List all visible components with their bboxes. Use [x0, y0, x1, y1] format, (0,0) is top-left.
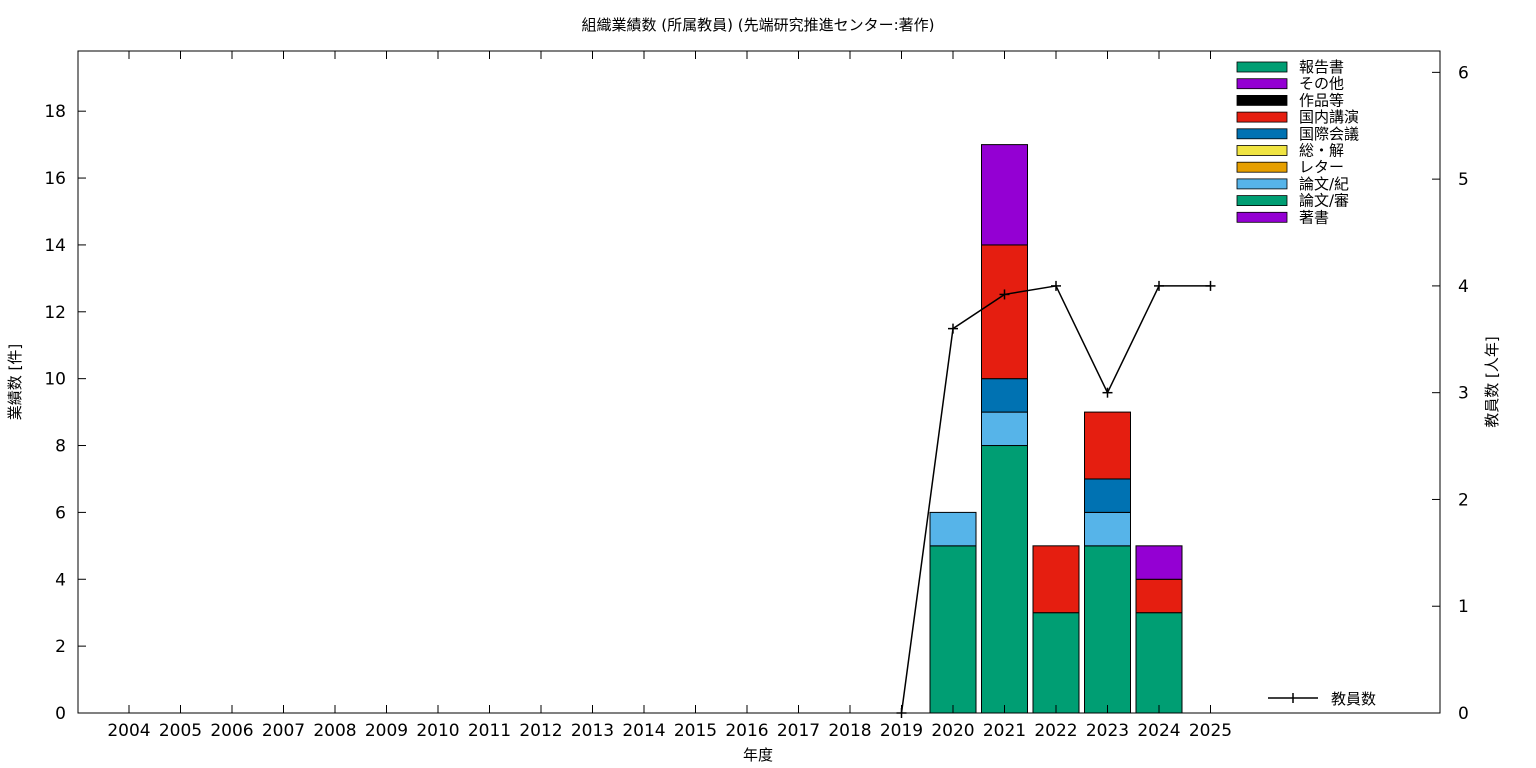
- x-tick-label: 2019: [880, 721, 923, 741]
- legend-label-報告書: 報告書: [1299, 58, 1344, 76]
- line-point-2020: [948, 323, 958, 334]
- bar-2020-1: [929, 545, 977, 714]
- legend-swatch-国内講演: [1236, 111, 1288, 123]
- legend-swatch-著書: [1236, 211, 1288, 223]
- legend-swatch-国際会議: [1236, 128, 1288, 140]
- y-tick-label: 18: [44, 102, 66, 122]
- bar-2024-8: [1135, 545, 1183, 580]
- x-tick-label: 2024: [1137, 721, 1180, 741]
- y2-tick-label: 6: [1458, 63, 1469, 83]
- bar-2021-1: [981, 445, 1028, 714]
- x-tick-label: 2007: [262, 721, 305, 741]
- bar-2022-6: [1032, 545, 1080, 614]
- y2-tick-label: 3: [1458, 384, 1469, 404]
- y-tick-label: 2: [55, 637, 66, 657]
- x-tick-label: 2009: [365, 721, 408, 741]
- y2-tick-label: 0: [1458, 704, 1469, 724]
- bar-2024-1: [1135, 612, 1183, 714]
- x-axis-title: 年度: [743, 746, 773, 764]
- x-tick-label: 2005: [159, 721, 202, 741]
- x-tick-label: 2015: [674, 721, 717, 741]
- y2-tick-label: 1: [1458, 597, 1469, 617]
- x-tick-label: 2023: [1086, 721, 1129, 741]
- y-tick-label: 10: [44, 370, 66, 390]
- y-tick-label: 12: [44, 303, 66, 323]
- line-layer: [896, 280, 1216, 718]
- x-tick-label: 2016: [725, 721, 768, 741]
- x-tick-label: 2008: [313, 721, 356, 741]
- x-tick-label: 2004: [107, 721, 150, 741]
- y-tick-label: 14: [44, 236, 66, 256]
- legend-label-論文/審: 論文/審: [1299, 192, 1349, 210]
- y2-tick-label: 4: [1458, 277, 1469, 297]
- legend-label-論文/紀: 論文/紀: [1299, 175, 1349, 193]
- legend-label-国際会議: 国際会議: [1299, 125, 1359, 143]
- chart-title: 組織業績数 (所属教員) (先端研究推進センター:著作): [581, 16, 934, 34]
- x-tick-label: 2018: [828, 721, 871, 741]
- legend-swatch-論文/紀: [1236, 178, 1288, 190]
- bar-2021-2: [981, 411, 1028, 447]
- legend-label-国内講演: 国内講演: [1299, 108, 1359, 126]
- x-tick-label: 2006: [210, 721, 253, 741]
- x-tick-label: 2020: [931, 721, 974, 741]
- bar-2021-8: [981, 144, 1028, 246]
- x-tick-label: 2017: [777, 721, 820, 741]
- x-tick-label: 2021: [983, 721, 1026, 741]
- bar-2021-6: [981, 244, 1028, 380]
- y-tick-label: 6: [55, 503, 66, 523]
- legend-swatch-作品等: [1236, 95, 1288, 106]
- bars-layer: [929, 144, 1183, 714]
- legend-label-著書: 著書: [1299, 208, 1329, 226]
- bar-2020-2: [929, 511, 977, 547]
- line-point-2024: [1154, 280, 1164, 291]
- y-tick-label: 16: [44, 169, 66, 189]
- legend-label-その他: その他: [1299, 75, 1344, 93]
- y-tick-label: 4: [55, 570, 66, 590]
- x-tick-label: 2014: [622, 721, 665, 741]
- y2-tick-label: 5: [1458, 170, 1469, 190]
- x-tick-label: 2011: [468, 721, 511, 741]
- x-tick-label: 2013: [571, 721, 614, 741]
- bar-2023-1: [1084, 545, 1131, 714]
- y2-axis-title: 教員数 [人年]: [1483, 336, 1501, 427]
- bar-2024-6: [1135, 578, 1183, 614]
- legend-label-レター: レター: [1299, 158, 1344, 176]
- x-tick-label: 2022: [1034, 721, 1077, 741]
- y-axis-title: 業績数 [件]: [6, 344, 24, 420]
- line-point-2022: [1051, 280, 1061, 291]
- legend-swatch-その他: [1236, 78, 1288, 90]
- legend-label-教員数: 教員数: [1331, 690, 1376, 708]
- bar-2023-6: [1084, 411, 1131, 480]
- y2-tick-label: 2: [1458, 490, 1469, 510]
- line-point-2023: [1102, 387, 1113, 398]
- bar-2023-2: [1084, 511, 1131, 547]
- plot-frame: [77, 50, 1441, 714]
- x-tick-label: 2025: [1189, 721, 1232, 741]
- y-tick-label: 8: [55, 437, 66, 457]
- legend-swatch-総・解: [1236, 145, 1288, 156]
- x-tick-label: 2012: [519, 721, 562, 741]
- bar-2023-5: [1084, 478, 1131, 513]
- legend-label-作品等: 作品等: [1299, 91, 1344, 109]
- line-point-2021: [999, 289, 1010, 300]
- bar-2022-1: [1032, 612, 1080, 714]
- bar-2021-5: [981, 378, 1028, 413]
- line-point-2025: [1205, 280, 1216, 291]
- legend-swatch-論文/審: [1236, 195, 1288, 207]
- legend-swatch-レター: [1236, 161, 1288, 173]
- legend-swatch-報告書: [1236, 61, 1288, 73]
- legend-label-総・解: 総・解: [1299, 142, 1344, 160]
- y-tick-label: 0: [55, 704, 66, 724]
- x-tick-label: 2010: [416, 721, 459, 741]
